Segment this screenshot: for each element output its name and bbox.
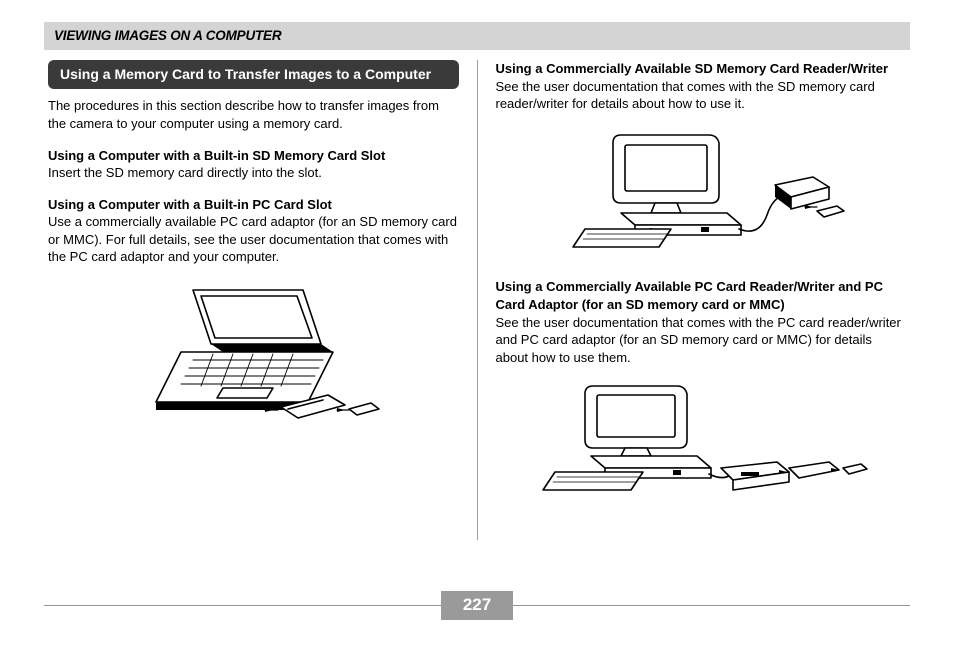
r-sub1-body: See the user documentation that comes wi… <box>496 79 875 112</box>
intro-paragraph: The procedures in this section describe … <box>48 97 459 132</box>
right-column: Using a Commercially Available SD Memory… <box>478 60 911 540</box>
r-sub1: Using a Commercially Available SD Memory… <box>496 60 907 113</box>
laptop-figure <box>48 282 459 437</box>
r-sub2: Using a Commercially Available PC Card R… <box>496 278 907 366</box>
left-column: Using a Memory Card to Transfer Images t… <box>44 60 477 540</box>
desktop-sd-reader-icon <box>551 129 851 254</box>
chapter-header: VIEWING IMAGES ON A COMPUTER <box>44 22 910 50</box>
footer-line-right <box>513 605 910 606</box>
desktop-sd-reader-figure <box>496 129 907 259</box>
sub2-body: Use a commercially available PC card ada… <box>48 214 457 264</box>
sub2-heading: Using a Computer with a Built-in PC Card… <box>48 197 332 212</box>
r-sub2-body: See the user documentation that comes wi… <box>496 315 901 365</box>
r-sub2-heading: Using a Commercially Available PC Card R… <box>496 279 883 312</box>
footer-line-left <box>44 605 441 606</box>
r-sub1-heading: Using a Commercially Available SD Memory… <box>496 61 889 76</box>
desktop-pc-card-reader-icon <box>531 382 871 497</box>
page-number: 227 <box>441 591 513 620</box>
sub1: Using a Computer with a Built-in SD Memo… <box>48 147 459 182</box>
content-columns: Using a Memory Card to Transfer Images t… <box>44 60 910 540</box>
sub2: Using a Computer with a Built-in PC Card… <box>48 196 459 266</box>
section-title: Using a Memory Card to Transfer Images t… <box>48 60 459 89</box>
sub1-heading: Using a Computer with a Built-in SD Memo… <box>48 148 385 163</box>
sub1-body: Insert the SD memory card directly into … <box>48 165 322 180</box>
laptop-icon <box>123 282 383 432</box>
desktop-pc-card-reader-figure <box>496 382 907 502</box>
page-footer: 227 <box>44 591 910 620</box>
